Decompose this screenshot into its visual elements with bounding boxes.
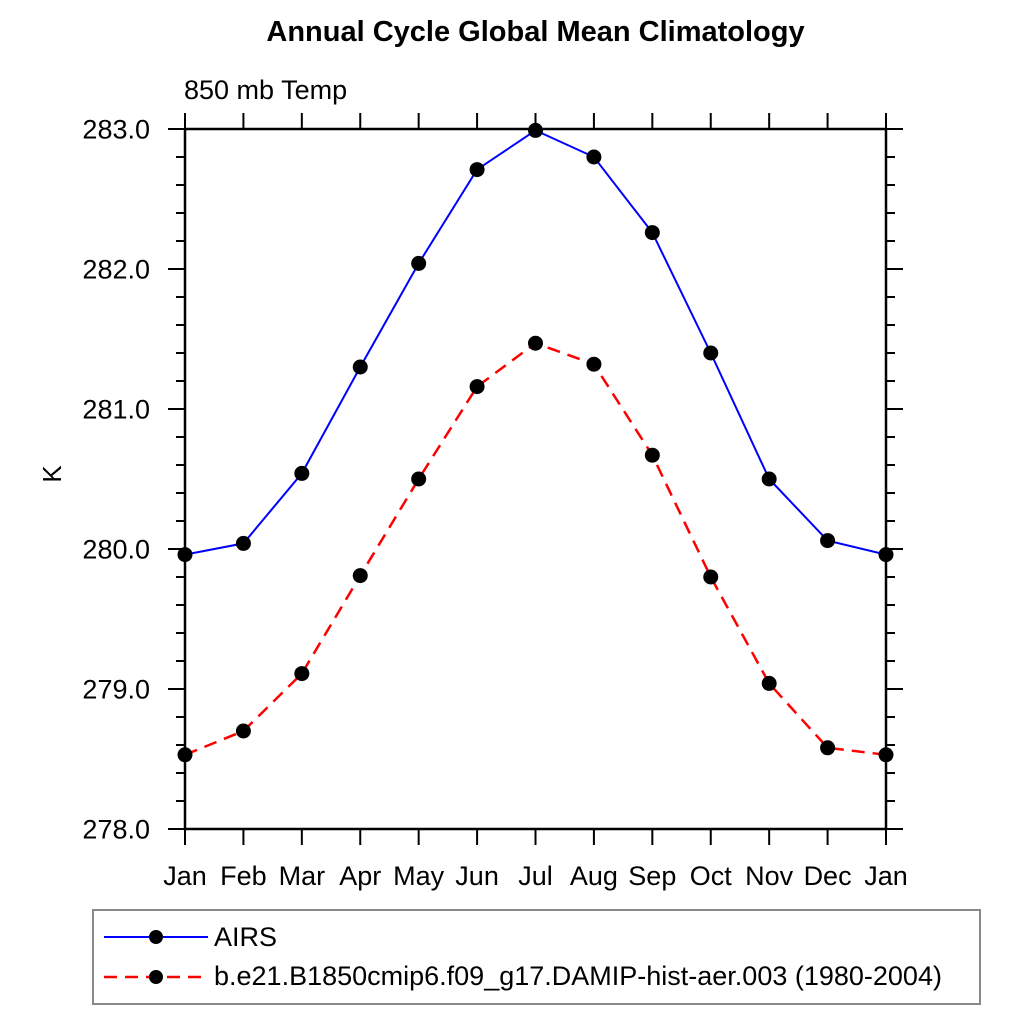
data-point-marker [411, 471, 427, 487]
legend-sample-marker-icon [149, 930, 163, 945]
x-tick-label: Jun [455, 861, 499, 891]
x-tick-label: Sep [628, 861, 676, 891]
data-point-marker [469, 162, 485, 178]
data-point-marker [761, 471, 777, 487]
data-point-marker [644, 447, 660, 463]
data-point-marker [586, 356, 602, 372]
legend-item-airs: AIRS [100, 921, 979, 952]
x-tick-label: Dec [804, 861, 852, 891]
data-point-marker [294, 465, 310, 481]
legend-sample-solid-line-icon [104, 930, 208, 945]
series-line-1 [184, 341, 887, 757]
data-point-marker [528, 335, 543, 351]
data-point-marker [352, 359, 368, 375]
data-point-marker [878, 747, 894, 763]
data-point-marker [411, 255, 427, 271]
y-tick-label: 280.0 [82, 535, 150, 565]
data-point-marker [235, 535, 251, 551]
legend-sample-marker-icon [149, 969, 163, 984]
data-point-marker [820, 533, 836, 549]
x-tick-label: Jul [518, 861, 553, 891]
axis-frame [183, 127, 888, 831]
y-tick-label: 279.0 [82, 675, 150, 705]
data-point-marker [878, 547, 894, 563]
data-point-marker [294, 666, 310, 682]
data-point-marker [703, 569, 719, 585]
data-point-marker [820, 740, 836, 756]
data-point-marker [703, 345, 719, 361]
x-tick-label: Jan [864, 861, 908, 891]
data-point-marker [586, 149, 602, 165]
data-point-marker [644, 225, 660, 241]
data-point-marker [352, 568, 368, 584]
legend-label-airs: AIRS [214, 921, 278, 952]
chart-subtitle: 850 mb Temp [184, 75, 348, 105]
x-tick-label: May [393, 861, 445, 891]
y-tick-label: 283.0 [82, 115, 150, 145]
x-tick-label: Nov [745, 861, 794, 891]
data-point-marker [235, 723, 251, 739]
x-tick-label: Apr [339, 861, 381, 891]
data-point-marker [528, 122, 543, 138]
legend-label-model: b.e21.B1850cmip6.f09_g17.DAMIP-hist-aer.… [214, 961, 942, 992]
data-point-marker [177, 747, 193, 763]
data-point-marker [761, 675, 777, 691]
y-tick-label: 281.0 [82, 395, 150, 425]
x-tick-label: Feb [220, 861, 267, 891]
y-tick-label: 278.0 [82, 815, 150, 845]
x-tick-label: Mar [279, 861, 326, 891]
x-tick-label: Jan [163, 861, 207, 891]
data-point-marker [177, 547, 193, 563]
x-tick-label: Aug [570, 861, 618, 891]
legend-box: AIRS b.e21.B1850cmip6.f09_g17.DAMIP-hist… [92, 909, 981, 1005]
legend-item-model: b.e21.B1850cmip6.f09_g17.DAMIP-hist-aer.… [100, 963, 979, 990]
chart-title: Annual Cycle Global Mean Climatology [266, 16, 805, 48]
x-tick-label: Oct [690, 861, 733, 891]
data-point-marker [469, 379, 485, 395]
legend-sample-dashed-line-icon [104, 969, 208, 984]
y-tick-label: 282.0 [82, 255, 150, 285]
